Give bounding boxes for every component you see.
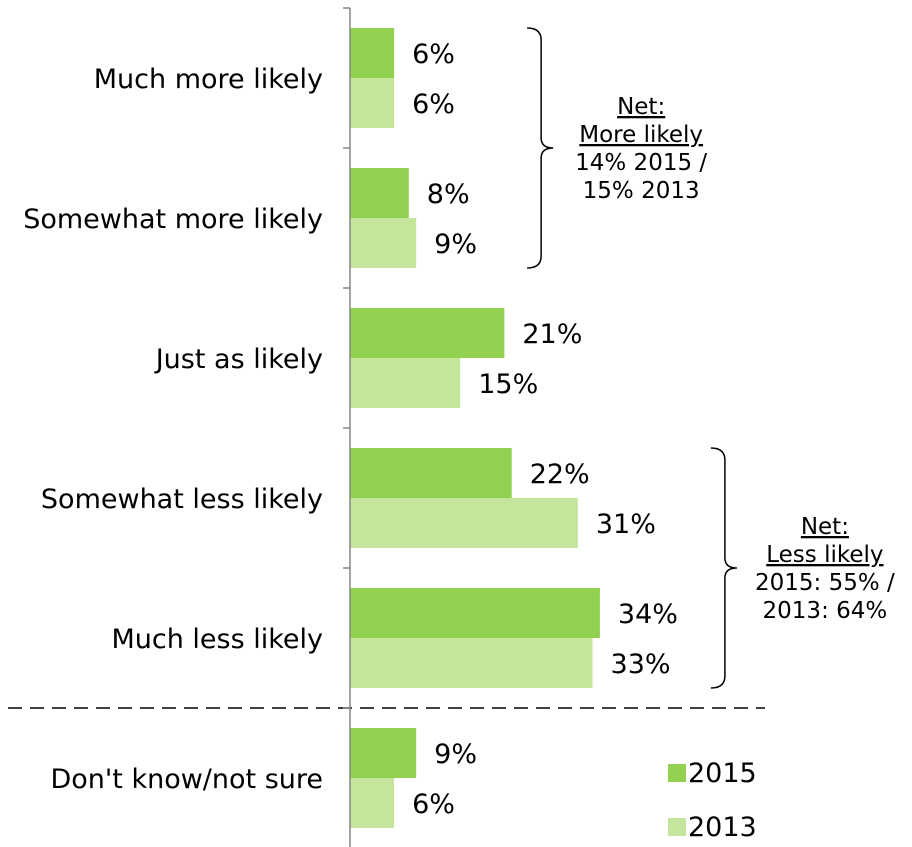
bar-2015 [350,168,409,218]
data-label: 6% [412,39,455,70]
net-annotation-line: More likely [579,122,703,148]
bar-2015 [350,588,600,638]
bar-2013 [350,498,578,548]
legend-swatch [668,764,686,782]
bar-2013 [350,78,395,128]
bars-layer [350,28,600,828]
data-label: 22% [530,459,590,490]
net-annotation-line: 15% 2013 [583,178,700,204]
category-label: Just as likely [154,344,323,375]
category-label: Much less likely [111,624,323,655]
category-label: Somewhat less likely [41,484,323,515]
axis-layer [343,7,351,847]
bar-2013 [350,358,461,408]
bar-2015 [350,308,505,358]
legend-swatch [668,818,686,836]
net-annotation-line: Less likely [766,542,883,568]
bar-2013 [350,638,593,688]
data-label: 8% [427,179,470,210]
data-label: 6% [412,789,455,820]
labels-layer: Much more likely Somewhat more likely Just… [23,39,678,820]
bar-2015 [350,448,512,498]
data-label: 9% [434,229,477,260]
category-label: Don't know/not sure [50,764,323,795]
net-annotation-line: Net: [617,94,665,120]
data-label: 33% [611,649,671,680]
data-label: 34% [618,599,678,630]
legend-label: 2015 [688,758,757,789]
net-annotation-line: 14% 2015 / [575,150,707,176]
net-bracket [527,27,554,269]
data-label: 21% [522,319,582,350]
category-label: Somewhat more likely [23,204,323,235]
bar-2015 [350,28,395,78]
data-label: 6% [412,89,455,120]
data-label: 9% [434,739,477,770]
bar-2013 [350,218,417,268]
bar-2013 [350,778,395,828]
data-label: 31% [596,509,656,540]
net-annotation-line: Net: [801,514,849,540]
data-label: 15% [478,369,538,400]
net-bracket [710,447,737,689]
legend-label: 2013 [688,812,757,843]
bar-2015 [350,728,417,778]
category-label: Much more likely [94,64,323,95]
legend: 2015 2013 [668,758,757,843]
net-annotation-line: 2013: 64% [763,598,888,624]
net-annotation-line: 2015: 55% / [755,570,895,596]
